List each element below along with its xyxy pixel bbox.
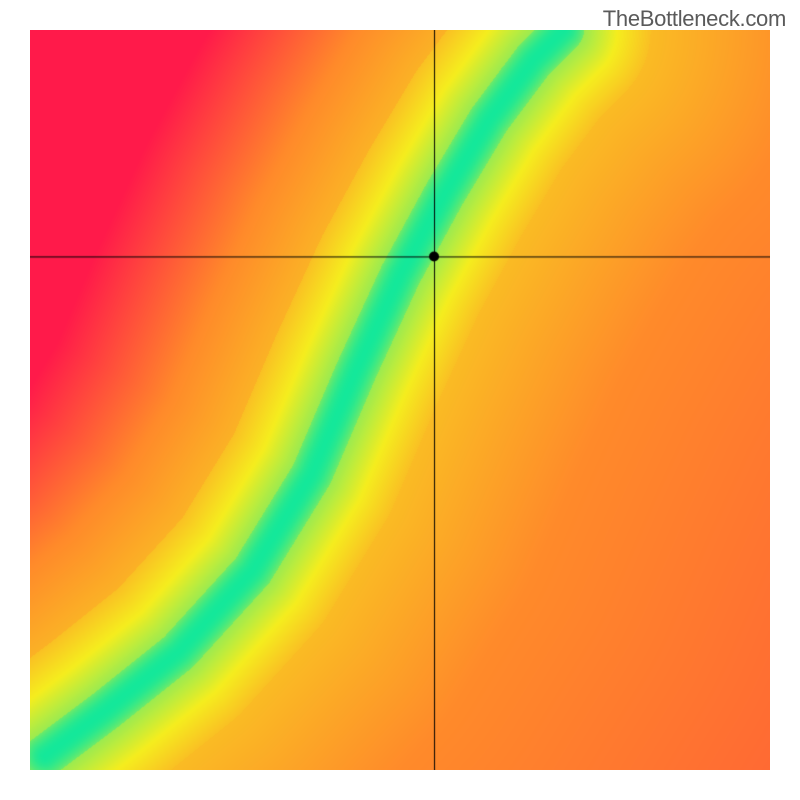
- heatmap-canvas: [30, 30, 770, 770]
- watermark-text: TheBottleneck.com: [603, 6, 786, 32]
- bottleneck-heatmap: [30, 30, 770, 770]
